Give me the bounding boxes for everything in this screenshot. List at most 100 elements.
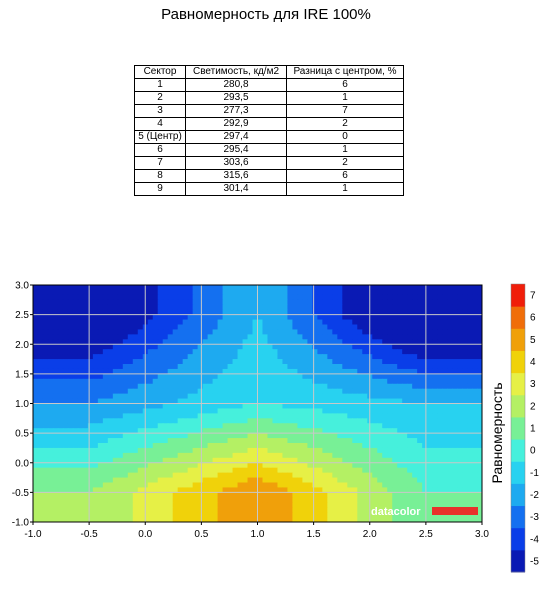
heatmap-cell xyxy=(62,452,69,459)
heatmap-cell xyxy=(197,285,204,291)
heatmap-cell xyxy=(242,497,249,503)
heatmap-cell xyxy=(47,452,54,459)
heatmap-cell xyxy=(42,294,49,301)
heatmap-cell xyxy=(357,344,363,350)
heatmap-cell xyxy=(342,507,348,513)
heatmap-cell xyxy=(122,472,129,479)
heatmap-cell xyxy=(347,393,353,400)
heatmap-cell xyxy=(67,438,74,444)
heatmap-cell xyxy=(122,388,129,395)
heatmap-cell xyxy=(162,517,169,522)
heatmap-cell xyxy=(417,517,423,522)
heatmap-cell xyxy=(322,359,328,365)
heatmap-cell xyxy=(297,408,303,414)
heatmap-cell xyxy=(212,319,219,326)
heatmap-cell xyxy=(442,285,448,291)
heatmap-cell xyxy=(442,314,448,321)
heatmap-cell xyxy=(457,364,463,370)
heatmap-cell xyxy=(297,334,303,340)
heatmap-cell xyxy=(227,413,234,419)
heatmap-cell xyxy=(427,314,433,321)
heatmap-cell xyxy=(152,477,159,484)
heatmap-cell xyxy=(202,285,209,291)
heatmap-cell xyxy=(42,447,49,454)
heatmap-cell xyxy=(67,304,74,311)
heatmap-cell xyxy=(427,393,433,400)
heatmap-cell xyxy=(187,309,194,316)
heatmap-cell xyxy=(47,349,54,355)
heatmap-cell xyxy=(112,492,119,498)
heatmap-cell xyxy=(447,497,453,503)
heatmap-cell xyxy=(402,398,408,405)
heatmap-cell xyxy=(477,403,482,410)
watermark-text: datacolor xyxy=(371,506,421,518)
heatmap-cell xyxy=(192,354,199,360)
heatmap-cell xyxy=(252,413,259,419)
heatmap-cell xyxy=(332,334,338,340)
heatmap-cell xyxy=(432,378,438,385)
heatmap-cell xyxy=(452,413,458,419)
heatmap-cell xyxy=(332,319,338,326)
heatmap-cell xyxy=(382,299,388,306)
heatmap-cell xyxy=(202,334,209,340)
heatmap-cell xyxy=(102,462,109,469)
heatmap-cell xyxy=(262,388,269,395)
heatmap-cell xyxy=(182,344,189,350)
heatmap-cell xyxy=(292,472,299,479)
heatmap-cell xyxy=(277,324,284,331)
heatmap-cell xyxy=(33,334,39,340)
heatmap-cell xyxy=(427,329,433,335)
heatmap-cell xyxy=(47,418,54,424)
heatmap-cell xyxy=(167,447,174,454)
heatmap-cell xyxy=(47,304,54,311)
heatmap-cell xyxy=(217,467,224,474)
heatmap-cell xyxy=(457,443,463,449)
heatmap-cell xyxy=(172,304,179,311)
heatmap-cell xyxy=(112,378,119,385)
heatmap-cell xyxy=(82,413,89,419)
heatmap-cell xyxy=(152,304,159,311)
heatmap-cell xyxy=(472,324,478,331)
heatmap-cell xyxy=(377,423,383,429)
heatmap-cell xyxy=(97,482,104,489)
heatmap-cell xyxy=(267,512,274,518)
heatmap-cell xyxy=(187,457,194,464)
heatmap-cell xyxy=(267,319,274,326)
heatmap-cell xyxy=(417,359,423,365)
heatmap-cell xyxy=(197,359,204,365)
heatmap-cell xyxy=(92,507,99,513)
heatmap-cell xyxy=(202,408,209,414)
heatmap-cell xyxy=(33,413,39,419)
heatmap-cell xyxy=(467,447,473,454)
heatmap-cell xyxy=(307,428,313,434)
heatmap-cell xyxy=(447,324,453,331)
heatmap-cell xyxy=(452,319,458,326)
heatmap-cell xyxy=(122,487,129,493)
heatmap-cell xyxy=(52,319,59,326)
heatmap-cell xyxy=(387,408,393,414)
heatmap-cell xyxy=(242,324,249,331)
heatmap-cell xyxy=(167,408,174,414)
heatmap-cell xyxy=(277,423,284,429)
heatmap-cell xyxy=(382,413,388,419)
heatmap-cell xyxy=(87,512,94,518)
heatmap-cell xyxy=(387,344,393,350)
heatmap-cell xyxy=(372,467,378,474)
heatmap-cell xyxy=(372,408,378,414)
heatmap-cell xyxy=(437,378,443,385)
heatmap-cell xyxy=(247,314,254,321)
heatmap-cell xyxy=(387,428,393,434)
heatmap-cell xyxy=(117,294,124,301)
heatmap-cell xyxy=(172,418,179,424)
y-tick-label: 1.5 xyxy=(15,369,29,380)
heatmap-cell xyxy=(462,418,468,424)
heatmap-cell xyxy=(372,344,378,350)
heatmap-cell xyxy=(382,319,388,326)
heatmap-cell xyxy=(372,388,378,395)
heatmap-cell xyxy=(422,413,428,419)
heatmap-cell xyxy=(377,334,383,340)
heatmap-cell xyxy=(377,304,383,311)
heatmap-cell xyxy=(112,507,119,513)
heatmap-cell xyxy=(302,482,308,489)
heatmap-cell xyxy=(92,368,99,375)
